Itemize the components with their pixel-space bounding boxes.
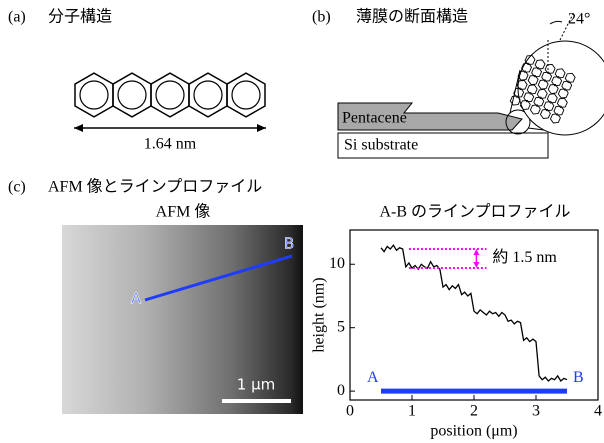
ring [194,81,222,109]
hexagon [113,73,151,117]
panel-title: AFM 像とラインプロファイル [48,178,262,196]
dimension-label: 1.64 nm [144,136,197,153]
x-tick-label: 3 [532,403,540,420]
plot-frame [350,230,598,400]
angle-label: 24° [568,11,590,28]
ring [232,81,260,109]
point-b: B [284,235,294,253]
x-tick-label: 2 [470,403,478,420]
figure: (a) 分子構造 1.64 nm (b) 薄膜の断面構造 24° Pentace… [0,0,604,443]
panel-label: (b) [312,9,331,26]
y-axis-label: height (nm) [311,277,328,352]
point-a: A [131,290,142,308]
hexagon [227,73,265,117]
ring [118,81,146,109]
y-tick-label: 0 [337,382,345,399]
substrate-label: Si substrate [344,137,418,154]
highlight-end: B [573,369,584,386]
scale-bar-label: 1 μm [237,376,275,394]
x-tick-label: 1 [408,403,416,420]
angle-arc [550,21,562,24]
chart-title: A-B のラインプロファイル [379,203,570,221]
chart: A-B のラインプロファイル 0 1 2 3 4 0 5 10 position (μm) heig… [311,203,602,440]
x-axis-label: position (μm) [430,423,517,440]
panel-label: (a) [8,9,26,26]
highlight-start: A [367,369,379,386]
x-tick-label: 0 [346,403,354,420]
x-tick-label: 4 [594,403,602,420]
y-tick-label: 10 [329,255,345,272]
ring [80,81,108,109]
panel-title: 分子構造 [48,8,112,26]
hexagon [151,73,189,117]
hexagon [189,73,227,117]
annotation-text: 約 1.5 nm [492,248,557,266]
layer-label: Pentacene [342,110,407,127]
ring [156,81,184,109]
image-title: AFM 像 [156,203,211,221]
hexagon [75,73,113,117]
panel-label: (c) [8,179,26,196]
y-tick-label: 5 [337,318,345,335]
zoom-circle [518,41,604,135]
panel-title: 薄膜の断面構造 [356,8,468,26]
